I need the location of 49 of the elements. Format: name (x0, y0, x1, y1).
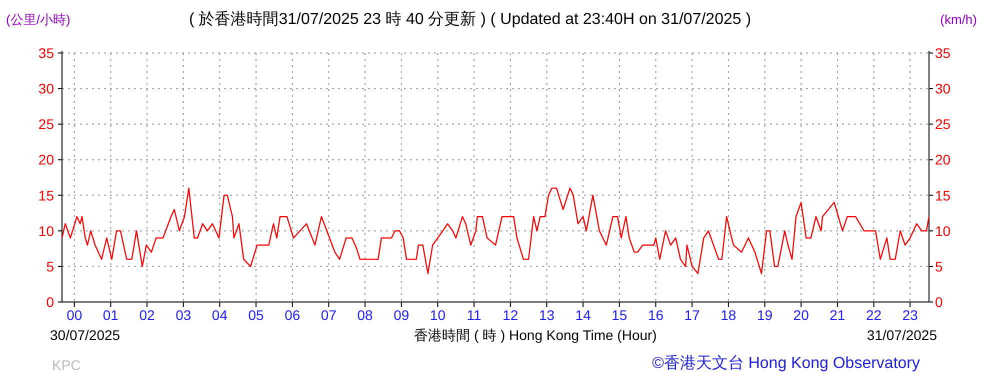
y2-tick-label: 30 (935, 80, 951, 97)
chart-title: ( 於香港時間31/07/2025 23 時 40 分更新 ) ( Updated at 23:40H on 31/07/2025 ) (188, 10, 752, 28)
y-tick-label: 20 (38, 152, 54, 168)
y-tick-label: 10 (38, 222, 54, 239)
x-tick-label: 13 (538, 307, 555, 323)
x-tick-label: 23 (902, 307, 918, 323)
y2-tick-label: 35 (935, 45, 951, 61)
x-tick-label: 16 (648, 307, 664, 323)
x-tick-label: 08 (357, 307, 374, 323)
y-tick-label: 30 (38, 80, 54, 97)
y2-axis-title: (km/h) (940, 12, 977, 27)
y2-tick-label: 0 (935, 294, 943, 310)
x-tick-label: 01 (102, 307, 119, 323)
x-tick-label: 10 (430, 307, 446, 323)
x-tick-label: 05 (248, 307, 264, 323)
x-tick-label: 22 (866, 307, 882, 323)
x-tick-label: 17 (684, 307, 700, 323)
y-tick-label: 5 (46, 258, 54, 274)
x-tick-label: 21 (830, 307, 846, 323)
x-tick-label: 06 (284, 307, 300, 323)
x-tick-label: 18 (720, 307, 736, 323)
y2-tick-label: 15 (935, 187, 951, 204)
x-tick-label: 12 (502, 307, 518, 323)
line-series (61, 188, 930, 274)
y-tick-label: 0 (46, 294, 54, 310)
x-tick-label: 02 (139, 307, 156, 323)
x-tick-label: 04 (212, 307, 228, 323)
x-tick-label: 09 (394, 307, 410, 323)
x-tick-label: 00 (66, 307, 82, 323)
x-tick-label: 11 (466, 307, 482, 323)
x-tick-label: 15 (612, 307, 628, 323)
y2-tick-label: 25 (935, 116, 951, 132)
x-tick-label: 07 (320, 307, 337, 323)
y-tick-label: 15 (38, 187, 54, 204)
y-axis-title: (公里/小時) (6, 12, 70, 27)
x-axis-title: 香港時間 ( 時 ) Hong Kong Time (Hour) (414, 327, 657, 343)
x-tick-label: 03 (176, 307, 192, 323)
y2-tick-label: 5 (935, 258, 943, 274)
y-tick-label: 25 (38, 116, 54, 132)
text: 30/07/2025 (50, 327, 120, 343)
text: ©香港天文台 Hong Kong Observatory (652, 354, 920, 372)
y2-tick-label: 10 (935, 222, 951, 239)
text: 31/07/2025 (866, 327, 938, 343)
x-tick-label: 19 (756, 307, 773, 323)
y-tick-label: 35 (38, 45, 54, 61)
x-tick-label: 14 (575, 307, 592, 323)
x-tick-label: 20 (793, 307, 810, 323)
text: KPC (52, 357, 81, 373)
y2-tick-label: 20 (935, 152, 951, 168)
